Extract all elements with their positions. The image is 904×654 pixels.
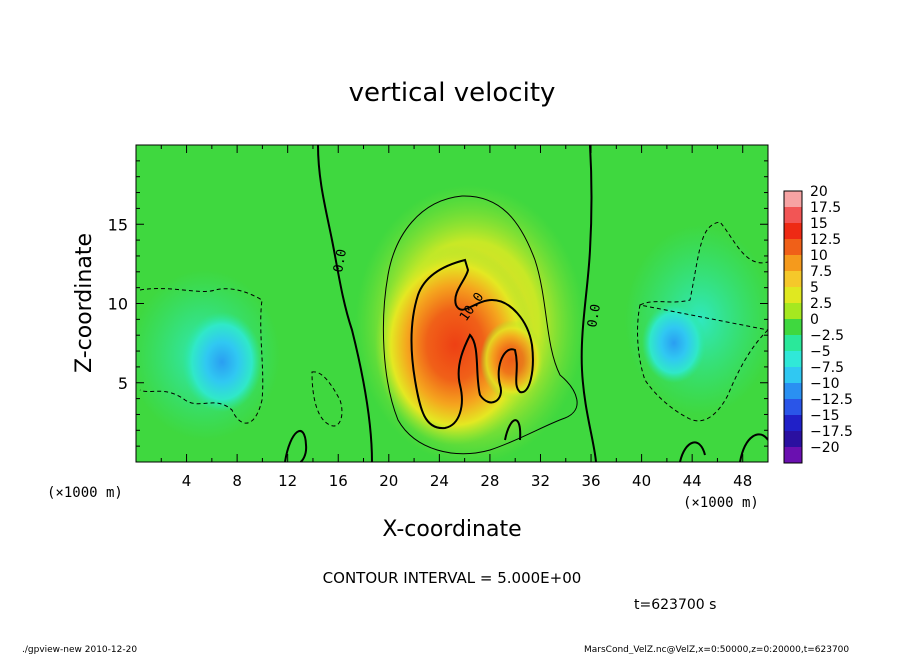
x-tick-label: 48 (733, 472, 752, 490)
contour-zero-right (580, 145, 597, 462)
colorbar-swatch (784, 239, 802, 256)
x-tick-label: 32 (531, 472, 550, 490)
colorbar-swatch (784, 367, 802, 384)
plot-area: 0.0 10.0 0.0 (136, 145, 768, 462)
colorbar-label: 0 (810, 312, 819, 328)
y-axis-label: Z-coordinate (72, 233, 97, 373)
contour-surface-blobs (284, 419, 768, 462)
colorbar-label: −10 (810, 376, 840, 392)
x-tick-label: 24 (430, 472, 449, 490)
contour-dashed-right (637, 221, 768, 422)
colorbar-swatch (784, 191, 802, 208)
updraft-tail (480, 320, 544, 400)
colorbar-label: −20 (810, 440, 840, 456)
colorbar-label: 5 (810, 280, 819, 296)
x-tick-label: 36 (581, 472, 600, 490)
x-tick-label: 8 (232, 472, 242, 490)
colorbar-swatch (784, 207, 802, 224)
downdraft-left (182, 312, 262, 412)
colorbar-label: −7.5 (810, 360, 844, 376)
colorbar-swatch (784, 399, 802, 416)
x-unit-right: (×1000 m) (683, 495, 759, 511)
colorbar-swatch (784, 287, 802, 304)
colorbar-swatch (784, 431, 802, 448)
footer-left: ./gpview-new 2010-12-20 (22, 645, 137, 654)
x-tick-label: 20 (379, 472, 398, 490)
colorbar-label: 20 (810, 184, 828, 200)
contour-label-left: 0.0 (331, 248, 350, 274)
x-tick-label: 40 (632, 472, 651, 490)
contour-zero-left (317, 145, 373, 462)
x-tick-label: 12 (278, 472, 297, 490)
contour-interval: CONTOUR INTERVAL = 5.000E+00 (323, 569, 582, 587)
colorbar-label: −5 (810, 344, 831, 360)
x-tick-label: 28 (480, 472, 499, 490)
contour-five (382, 195, 578, 455)
colorbar-swatch (784, 335, 802, 352)
y-tick-label: 10 (108, 295, 128, 314)
colorbar-label: −2.5 (810, 328, 844, 344)
x-unit-left: (×1000 m) (47, 485, 123, 501)
colorbar-swatch (784, 255, 802, 272)
x-axis-ticks: 4 8 12 16 20 24 28 32 36 40 44 48 (160, 145, 752, 490)
colorbar-label: 12.5 (810, 232, 841, 248)
contour-ten (410, 258, 534, 430)
colorbar-label: 17.5 (810, 200, 841, 216)
y-tick-label: 15 (108, 215, 128, 234)
colorbar-swatch (784, 271, 802, 288)
downdraft-right (642, 303, 706, 383)
colorbar-swatch (784, 447, 802, 464)
y-axis-ticks: 5 10 15 (108, 160, 768, 447)
colorbar-label: −12.5 (810, 392, 853, 408)
colorbar-label: −17.5 (810, 424, 853, 440)
colorbar-swatch (784, 319, 802, 336)
colorbar-swatch (784, 351, 802, 368)
contour-dashed-left (139, 288, 264, 424)
time-label: t=623700 s (634, 597, 716, 613)
x-tick-label: 16 (329, 472, 348, 490)
colorbar-swatch (784, 303, 802, 320)
chart-title: vertical velocity (349, 78, 556, 108)
y-tick-label: 5 (118, 374, 128, 393)
colorbar-label: −15 (810, 408, 840, 424)
colorbar: 2017.51512.5107.552.50−2.5−5−7.5−10−12.5… (783, 184, 853, 464)
x-tick-label: 44 (683, 472, 702, 490)
colorbar-swatch (784, 415, 802, 432)
colorbar-frame (783, 190, 803, 464)
colorbar-label: 15 (810, 216, 828, 232)
contour-label-right: 0.0 (585, 303, 604, 329)
contour-dashed-mid (311, 371, 343, 427)
updraft-core (375, 245, 535, 445)
colorbar-label: 10 (810, 248, 828, 264)
colorbar-swatch (784, 383, 802, 400)
colorbar-label: 7.5 (810, 264, 832, 280)
colorbar-swatch (784, 223, 802, 240)
x-tick-label: 4 (182, 472, 192, 490)
footer-right: MarsCond_VelZ.nc@VelZ,x=0:50000,z=0:2000… (584, 645, 849, 654)
colorbar-label: 2.5 (810, 296, 832, 312)
x-axis-label: X-coordinate (382, 517, 521, 542)
